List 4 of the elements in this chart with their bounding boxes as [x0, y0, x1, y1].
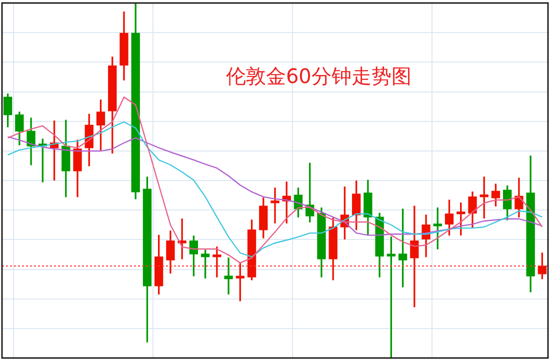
text: 伦敦金60分钟走势图 — [226, 64, 412, 88]
candlestick — [224, 258, 233, 294]
candlestick — [178, 218, 186, 260]
candlestick — [270, 188, 280, 224]
